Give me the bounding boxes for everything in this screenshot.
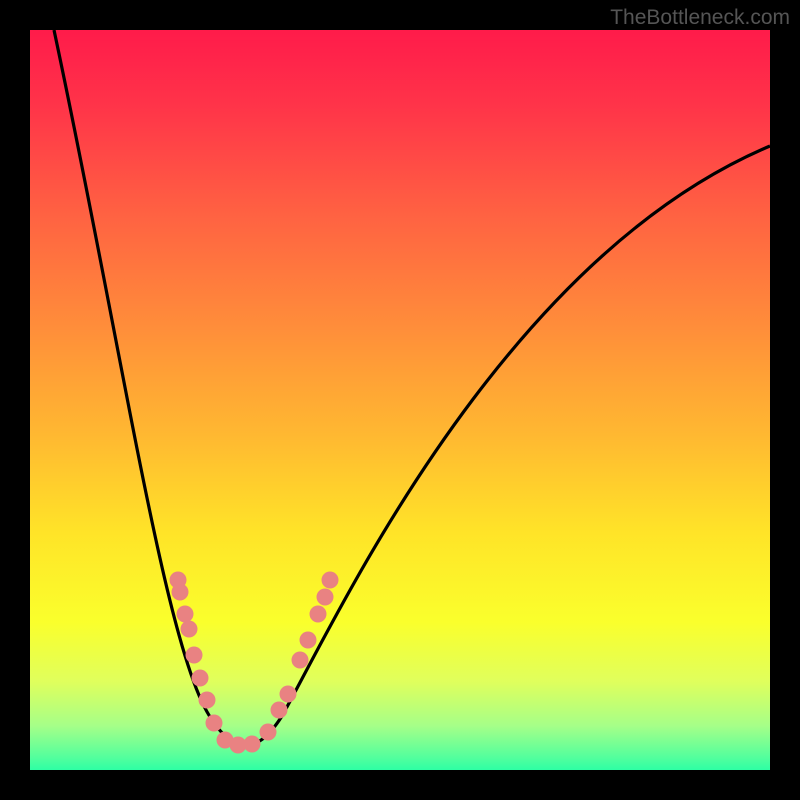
gradient-plot-area	[30, 30, 770, 770]
data-marker	[300, 632, 317, 649]
data-marker	[172, 584, 189, 601]
data-marker	[192, 670, 209, 687]
data-marker	[181, 621, 198, 638]
data-marker	[317, 589, 334, 606]
data-marker	[310, 606, 327, 623]
data-marker	[177, 606, 194, 623]
data-marker	[186, 647, 203, 664]
data-marker	[280, 686, 297, 703]
chart-canvas: TheBottleneck.com	[0, 0, 800, 800]
data-marker	[322, 572, 339, 589]
data-marker	[206, 715, 223, 732]
data-marker	[244, 736, 261, 753]
data-marker	[199, 692, 216, 709]
data-marker	[271, 702, 288, 719]
chart-svg	[0, 0, 800, 800]
watermark-text: TheBottleneck.com	[610, 6, 790, 30]
data-marker	[292, 652, 309, 669]
data-marker	[260, 724, 277, 741]
